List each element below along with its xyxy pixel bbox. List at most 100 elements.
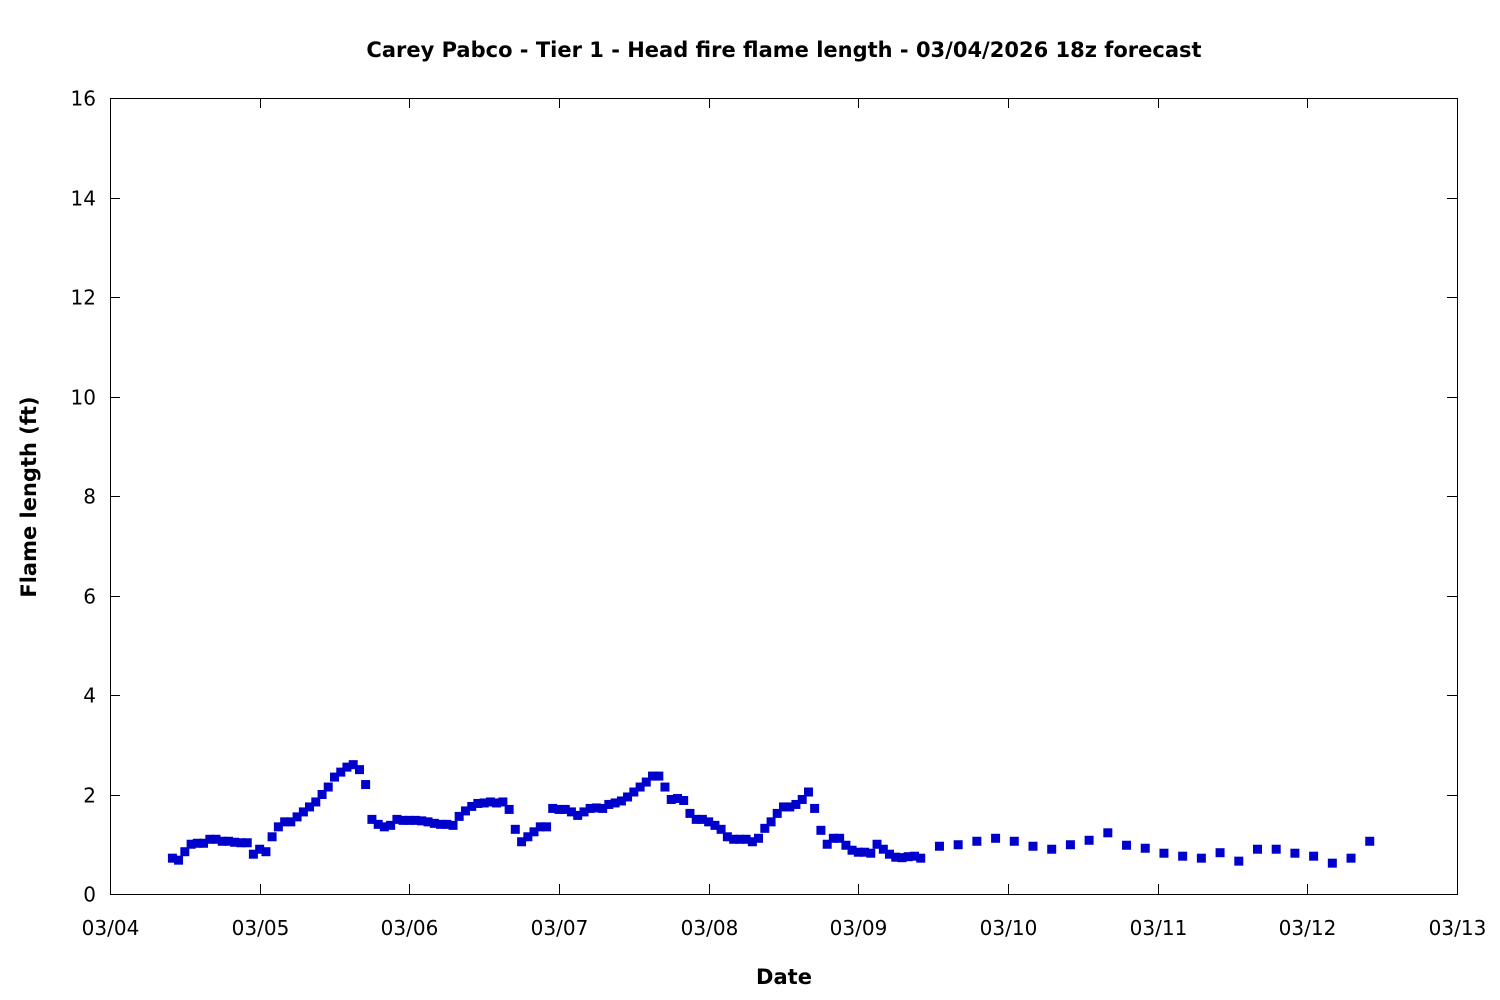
data-point	[909, 851, 919, 861]
data-point	[261, 847, 271, 857]
data-point	[273, 822, 283, 832]
data-point	[666, 794, 676, 804]
y-tick-label: 6	[83, 585, 96, 609]
data-point	[772, 808, 782, 818]
plot-frame	[110, 98, 1458, 895]
data-point	[785, 802, 795, 812]
data-point	[598, 803, 608, 813]
data-point	[180, 847, 190, 857]
x-axis-label: Date	[756, 965, 812, 989]
data-point	[230, 837, 240, 847]
data-point	[934, 841, 944, 851]
data-point	[510, 824, 520, 834]
data-point	[872, 839, 882, 849]
y-tick-label: 10	[71, 386, 96, 410]
data-point	[704, 817, 714, 827]
data-point	[685, 808, 695, 818]
data-point	[448, 820, 458, 830]
y-tick-label: 14	[71, 187, 96, 211]
data-point	[972, 836, 982, 846]
data-point	[579, 807, 589, 817]
data-point	[348, 760, 358, 770]
data-point	[847, 845, 857, 855]
data-point	[280, 817, 290, 827]
data-point	[205, 834, 215, 844]
data-point	[317, 790, 327, 799]
x-tick-label: 03/10	[980, 916, 1038, 940]
data-point	[878, 844, 888, 854]
data-point	[1159, 848, 1169, 858]
data-point	[292, 812, 302, 822]
data-point	[211, 834, 221, 844]
data-point	[167, 853, 177, 863]
data-point	[1290, 848, 1300, 858]
data-point	[535, 822, 545, 832]
x-tick-label: 03/06	[381, 916, 439, 940]
data-point	[641, 777, 651, 787]
data-point	[417, 816, 427, 826]
data-point	[267, 832, 277, 842]
x-axis: 03/04 03/05 03/06 03/07 03/08 03/09 03/10 03/11…	[82, 98, 1486, 940]
data-point	[517, 837, 527, 847]
data-point	[248, 849, 258, 859]
data-point	[392, 814, 402, 824]
data-point	[529, 827, 539, 837]
data-point	[1028, 841, 1038, 851]
y-tick-label: 12	[71, 286, 96, 310]
data-point	[192, 838, 202, 848]
data-point	[342, 762, 352, 772]
data-point	[442, 819, 452, 829]
data-point	[610, 798, 620, 808]
data-point	[542, 822, 552, 832]
data-point	[779, 802, 788, 812]
data-point	[199, 838, 209, 848]
data-point	[398, 815, 408, 825]
data-point	[504, 804, 514, 814]
data-point	[1178, 851, 1188, 861]
y-tick-label: 4	[83, 684, 96, 708]
data-point	[616, 796, 626, 806]
data-point	[754, 833, 764, 843]
data-point	[367, 814, 377, 824]
y-tick-label: 8	[83, 485, 96, 509]
data-point	[735, 834, 745, 844]
data-point	[1327, 858, 1337, 868]
x-tick-label: 03/09	[830, 916, 888, 940]
data-point	[916, 853, 926, 863]
data-point	[697, 814, 707, 824]
data-point	[623, 792, 633, 802]
x-tick-label: 03/04	[82, 916, 140, 940]
data-point	[629, 787, 639, 797]
data-point	[710, 820, 720, 830]
data-point	[473, 798, 483, 808]
data-point	[953, 840, 963, 850]
data-point	[298, 807, 308, 817]
data-point	[585, 803, 595, 813]
data-point	[604, 799, 614, 809]
data-point	[810, 803, 820, 813]
data-point	[485, 797, 495, 807]
data-point	[841, 840, 851, 850]
data-point	[404, 815, 414, 825]
data-point	[860, 847, 870, 857]
data-point	[573, 810, 583, 820]
data-point	[523, 832, 533, 842]
data-point	[323, 782, 333, 792]
data-point	[1271, 844, 1281, 854]
data-point	[1346, 853, 1356, 863]
data-point	[361, 780, 371, 790]
data-point	[1196, 853, 1206, 863]
data-point	[336, 767, 346, 777]
data-point	[679, 795, 689, 805]
data-point	[255, 844, 265, 854]
data-point	[716, 824, 726, 834]
data-point	[217, 836, 227, 846]
data-point	[897, 853, 907, 863]
data-point	[411, 815, 421, 825]
data-point	[791, 799, 801, 809]
data-point	[566, 807, 576, 817]
data-point	[435, 819, 445, 829]
data-point	[760, 823, 770, 833]
data-point	[1084, 835, 1094, 845]
